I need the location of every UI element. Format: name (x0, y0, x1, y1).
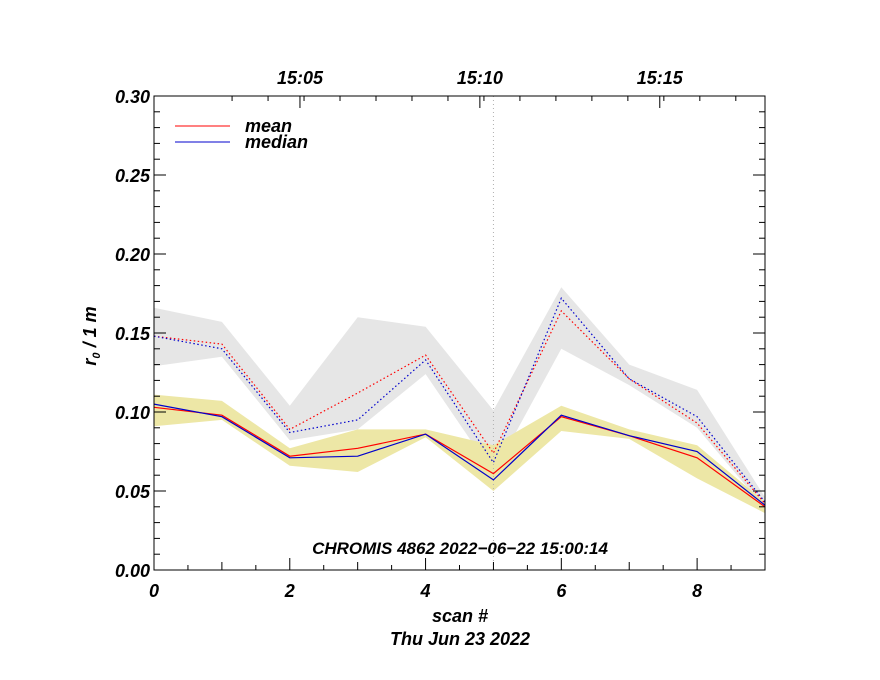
axes (153, 95, 766, 571)
date-label: Thu Jun 23 2022 (390, 629, 530, 649)
y-tick-label: 0.15 (115, 324, 151, 344)
series-line-2 (153, 406, 766, 508)
legend: mean median (175, 116, 308, 152)
y-tick-label: 0.20 (115, 245, 150, 265)
y-tick-label: 0.05 (115, 482, 151, 502)
y-axis-label: r0 / 1 m (80, 306, 103, 365)
top-tick-label: 15:05 (277, 68, 324, 88)
y-axis-label-subscript: 0 (91, 352, 103, 359)
x-tick-label: 6 (556, 581, 567, 601)
x-tick-label: 2 (284, 581, 295, 601)
chart-annotation: CHROMIS 4862 2022−06−22 15:00:14 (312, 539, 608, 558)
tick-labels: 0 2 4 6 8 0.00 0.05 0.10 0.15 0.20 0.25 0.30 15:05 15… (115, 68, 702, 601)
y-tick-label: 0.25 (115, 166, 151, 186)
legend-mean-label: mean (245, 116, 292, 136)
x-tick-label: 8 (692, 581, 702, 601)
top-tick-label: 15:15 (637, 68, 684, 88)
series-line-0 (153, 309, 766, 504)
series-lines (153, 96, 766, 570)
plot-frame (153, 95, 766, 571)
uncertainty-bands (154, 287, 765, 514)
x-tick-label: 4 (420, 581, 431, 601)
x-tick-label: 0 (149, 581, 159, 601)
y-axis-label-main: r (80, 358, 100, 366)
y-tick-label: 0.30 (115, 87, 150, 107)
series-line-3 (153, 403, 766, 506)
legend-median-label: median (245, 132, 308, 152)
y-tick-label: 0.00 (115, 561, 150, 581)
y-axis-label-rest: / 1 m (80, 306, 100, 352)
y-tick-label: 0.10 (115, 403, 150, 423)
x-axis-label: scan # (432, 606, 488, 626)
top-tick-label: 15:10 (457, 68, 503, 88)
band-gray (154, 287, 765, 509)
